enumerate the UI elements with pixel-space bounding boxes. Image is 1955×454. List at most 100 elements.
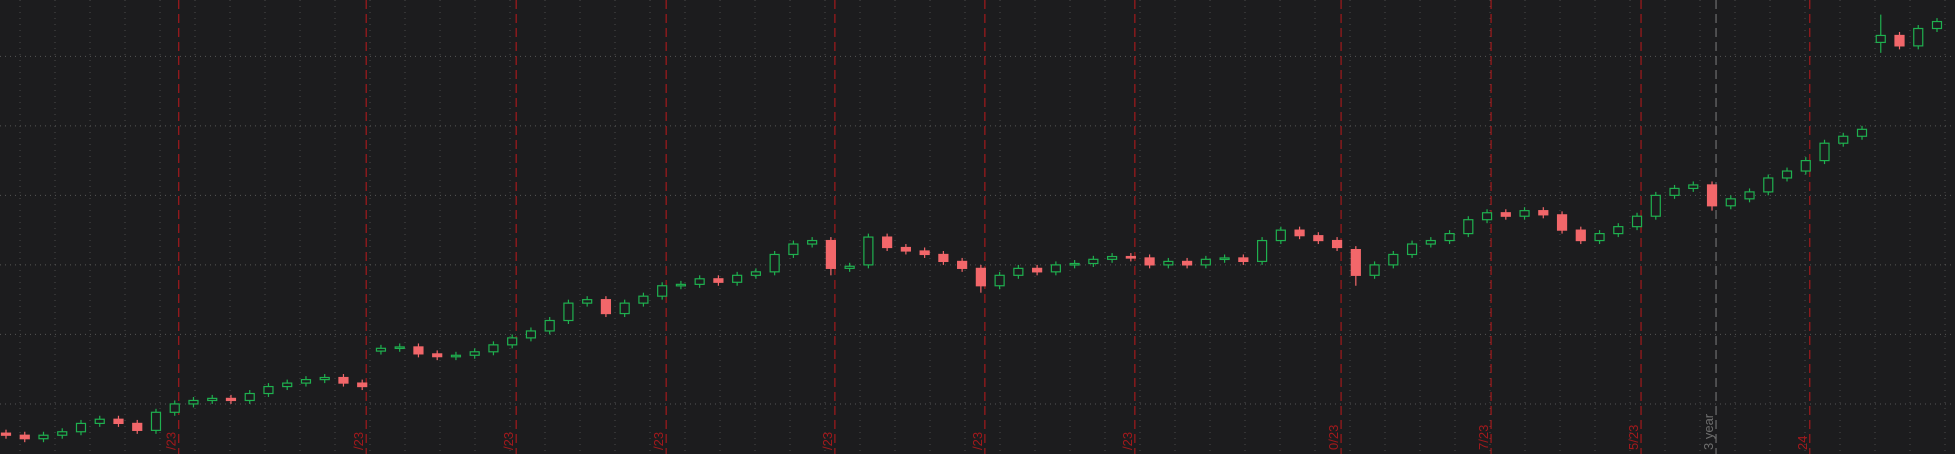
- candle-body: [525, 330, 537, 339]
- candle-body: [600, 299, 612, 315]
- date-label: /23: [651, 432, 666, 450]
- candle-body: [619, 302, 630, 315]
- candle-body: [1781, 170, 1793, 179]
- candle-body: [169, 403, 180, 413]
- candle-body: [563, 302, 574, 322]
- candle-body: [975, 267, 986, 287]
- candle-body: [1613, 226, 1624, 235]
- candle-body: [1800, 160, 1811, 172]
- candle-body: [825, 239, 836, 269]
- candle-body: [1894, 34, 1905, 47]
- candle-body: [19, 434, 30, 440]
- candle-body: [1050, 264, 1061, 273]
- candle-body: [75, 422, 87, 433]
- candle-body: [1331, 239, 1343, 249]
- candle-body: [1181, 260, 1193, 266]
- candle-body: [732, 274, 743, 283]
- candle-body: [450, 354, 462, 358]
- candle-body: [413, 346, 424, 355]
- candle-body: [713, 278, 724, 283]
- candle-body: [1500, 212, 1511, 217]
- candle-body: [1313, 235, 1324, 242]
- candle-body: [900, 246, 911, 252]
- candle-body: [338, 376, 349, 384]
- candle-body: [1444, 233, 1455, 242]
- candle-body: [1125, 255, 1136, 259]
- candle-body: [507, 337, 518, 346]
- candle-body: [1388, 253, 1399, 266]
- candle-body: [1238, 257, 1249, 263]
- candle-body: [1013, 267, 1024, 276]
- candle-body: [957, 260, 968, 269]
- date-label: 7/23: [1476, 425, 1491, 450]
- candle-body: [225, 397, 237, 402]
- candle-body: [1294, 229, 1305, 237]
- candle-body: [244, 392, 255, 402]
- candle-body: [1875, 34, 1886, 44]
- candle-body: [207, 397, 218, 402]
- candle-body: [1931, 20, 1943, 30]
- date-label: /23: [1120, 432, 1135, 450]
- date-label: 3 year: [1701, 413, 1716, 450]
- candle-body: [1481, 212, 1493, 221]
- candle-body: [1706, 184, 1718, 207]
- candle-body: [1556, 214, 1568, 231]
- candle-body: [1144, 257, 1155, 266]
- candle-body: [1406, 243, 1418, 256]
- candle-body: [1032, 267, 1043, 273]
- candle-body: [319, 376, 330, 381]
- candle-body: [1819, 142, 1830, 162]
- candle-body: [1200, 258, 1211, 266]
- candle-body: [432, 353, 443, 358]
- candle-body: [1631, 215, 1643, 228]
- candle-body: [113, 418, 124, 425]
- date-label: 0/23: [1326, 425, 1341, 450]
- candle-body: [807, 239, 818, 245]
- candle-body: [1256, 239, 1268, 263]
- candle-body: [1107, 255, 1118, 260]
- candle-body: [675, 283, 687, 287]
- candle-body: [919, 250, 930, 256]
- candle-body: [1369, 264, 1380, 276]
- candle-body: [750, 271, 762, 276]
- candle-body: [1463, 219, 1474, 235]
- candle-body: [1069, 262, 1080, 266]
- candle-body: [263, 385, 274, 395]
- candle-body: [844, 265, 855, 269]
- candle-body: [938, 253, 949, 263]
- candle-body: [1275, 229, 1286, 242]
- candle-body: [769, 253, 780, 273]
- candle-body: [1650, 194, 1661, 217]
- candle-body: [1163, 260, 1174, 266]
- date-label: /23: [351, 432, 366, 450]
- candle-body: [582, 299, 593, 304]
- date-label: /23: [501, 432, 516, 450]
- candle-body: [1856, 128, 1868, 137]
- date-label: /23: [970, 432, 985, 450]
- date-label: /23: [164, 432, 179, 450]
- candle-body: [657, 285, 668, 297]
- candle-body: [863, 236, 874, 266]
- candle-body: [1838, 135, 1849, 144]
- candle-body: [394, 346, 405, 350]
- candle-body: [0, 432, 12, 436]
- candle-body: [544, 319, 555, 332]
- candle-body: [469, 351, 480, 356]
- candle-body: [882, 236, 893, 249]
- candle-body: [1219, 257, 1230, 261]
- candle-body: [694, 278, 705, 285]
- candle-body: [357, 382, 368, 388]
- candle-body: [488, 344, 499, 353]
- candle-body: [188, 399, 199, 405]
- candle-body: [1913, 27, 1924, 47]
- date-label: 24: [1795, 436, 1810, 450]
- date-label: /23: [820, 432, 835, 450]
- candle-body: [1763, 177, 1774, 193]
- candle-body: [1425, 239, 1436, 245]
- candle-body: [300, 379, 312, 384]
- candle-body: [638, 295, 649, 304]
- candle-body: [132, 422, 143, 431]
- candle-body: [1744, 191, 1755, 200]
